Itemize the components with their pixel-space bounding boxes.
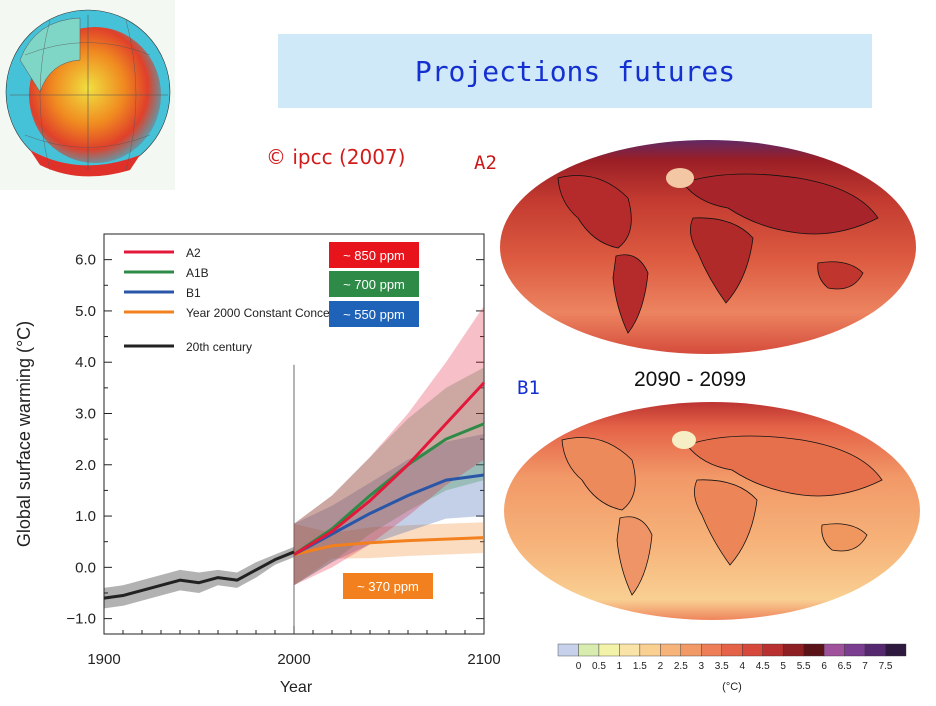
colorbar-swatch [803,643,825,657]
ppm-label: ~ 850 ppm [343,248,405,263]
legend-entry: B1 [186,286,201,300]
globe-model-image [0,0,175,190]
legend-entry: 20th century [186,340,252,354]
colorbar-tick-label: 2.5 [674,661,688,672]
colorbar-swatch [782,643,804,657]
period-label: 2090 - 2099 [634,368,747,391]
ppm-label: ~ 370 ppm [357,579,419,594]
uncertainty-band [294,305,484,586]
y-tick-label: 6.0 [75,252,96,269]
colorbar-tick-label: 0.5 [592,661,606,672]
uncertainty-band [104,546,294,609]
y-tick-label: 0.0 [75,559,96,576]
colorbar-tick-label: 7.5 [879,661,893,672]
uncertainty-band [294,434,484,586]
colorbar-swatch [578,643,600,657]
map-b1-label: B1 [517,377,540,399]
ppm-label: ~ 550 ppm [343,307,405,322]
colorbar-tick-label: 4.5 [756,661,770,672]
colorbar-swatch [660,643,682,657]
colorbar-swatch [742,643,763,657]
map-b1-warming [502,400,922,622]
slide-title: Projections futures [278,34,872,108]
colorbar-swatch [721,643,743,657]
colorbar-tick-label: 0 [576,661,582,672]
colorbar-swatch [762,643,784,657]
ppm-label-box [343,573,433,599]
colorbar-swatch [823,643,845,657]
colorbar-tick-label: 5.5 [797,661,811,672]
legend-entry: A1B [186,266,209,280]
warming-chart: −1.0 0.0 1.0 2.0 3.0 4.0 5.0 6.0 1900 2000 2100 A2 A… [0,222,501,702]
x-axis-label: Year [280,679,313,696]
x-tick-label: 1900 [87,651,120,668]
colorbar-tick-label: 7 [862,661,868,672]
colorbar-swatch [864,643,886,657]
map-a2-warming [498,138,918,356]
legend-entry: Year 2000 Constant Concentrations [186,306,376,320]
colorbar-tick-label: 6.5 [838,661,852,672]
uncertainty-band [294,522,484,586]
colorbar-swatch [598,643,620,657]
series-line [293,473,485,556]
colorbar-tick-label: 5 [780,661,786,672]
colorbar-tick-label: 3.5 [715,661,729,672]
x-tick-label: 2100 [467,651,500,668]
series-line [103,550,295,600]
colorbar-unit-label: (°C) [722,681,742,693]
colorbar-swatch [885,643,907,657]
colorbar-swatch [619,643,641,657]
map-a2-label: A2 [474,152,497,174]
y-tick-label: 2.0 [75,457,96,474]
ppm-label-box [329,301,419,327]
y-tick-label: −1.0 [66,611,96,628]
ppm-label-box [329,242,419,268]
colorbar-tick-label: 6 [821,661,827,672]
temperature-color-scale: 0 0.5 1 1.5 2 2.5 3 3.5 4 4.5 5 5.5 6 6.5 7 7.5 (°C) [556,642,908,694]
uncertainty-band [294,367,484,586]
x-tick-label: 2000 [277,651,310,668]
y-axis-label: Global surface warming (°C) [14,321,34,547]
y-tick-label: 5.0 [75,303,96,320]
ppm-label-box [329,271,419,297]
y-tick-label: 1.0 [75,508,96,525]
y-tick-label: 3.0 [75,405,96,422]
colorbar-tick-label: 4 [739,661,745,672]
colorbar-swatch [844,643,866,657]
legend-entry: A2 [186,246,201,260]
y-tick-label: 4.0 [75,354,96,371]
series-line [293,381,486,556]
colorbar-swatch [701,643,722,657]
copyright-note: © ipcc (2007) [266,145,406,169]
colorbar-tick-label: 3 [699,661,705,672]
colorbar-swatch [639,643,661,657]
colorbar-tick-label: 1 [617,661,623,672]
colorbar-tick-label: 1.5 [633,661,647,672]
ppm-label: ~ 700 ppm [343,277,405,292]
series-line [293,422,485,556]
colorbar-swatch [680,643,702,657]
colorbar-tick-label: 2 [658,661,664,672]
colorbar-swatch [557,643,579,657]
series-line [293,536,485,556]
